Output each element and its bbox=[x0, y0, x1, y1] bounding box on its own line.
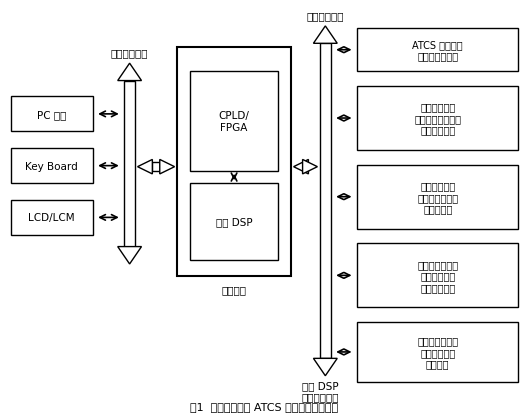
Bar bbox=[152, 163, 160, 172]
Polygon shape bbox=[117, 64, 142, 81]
Text: 传感器智能调
理、采集／计数及
实时处理模块: 传感器智能调 理、采集／计数及 实时处理模块 bbox=[414, 102, 461, 135]
Text: ATCS 自检模块
（继电器阵列）: ATCS 自检模块 （继电器阵列） bbox=[413, 40, 463, 62]
Bar bbox=[190, 184, 278, 260]
Polygon shape bbox=[117, 247, 142, 264]
Polygon shape bbox=[303, 160, 317, 174]
Polygon shape bbox=[138, 160, 152, 174]
Bar bbox=[303, 163, 308, 172]
Polygon shape bbox=[313, 358, 338, 376]
Bar bbox=[124, 81, 135, 247]
Text: 运动控制模块
（开放性多轴运
运控制器）: 运动控制模块 （开放性多轴运 运控制器） bbox=[417, 180, 458, 214]
Text: 压电陶瓷作动器
精密驱动模块
（驱动电源）: 压电陶瓷作动器 精密驱动模块 （驱动电源） bbox=[417, 259, 458, 292]
Bar bbox=[357, 322, 518, 382]
Text: 内部通讯接口: 内部通讯接口 bbox=[307, 11, 344, 21]
Bar bbox=[320, 44, 331, 358]
Bar bbox=[357, 29, 518, 72]
Text: Key Board: Key Board bbox=[25, 161, 78, 171]
Text: 主控 DSP: 主控 DSP bbox=[216, 217, 252, 227]
Bar bbox=[11, 97, 93, 132]
Bar bbox=[11, 200, 93, 235]
Text: 主控 DSP
并行总线接口: 主控 DSP 并行总线接口 bbox=[302, 380, 339, 401]
Polygon shape bbox=[160, 160, 175, 174]
Text: 人相交互接口: 人相交互接口 bbox=[111, 48, 148, 58]
Polygon shape bbox=[294, 160, 308, 174]
Bar bbox=[190, 72, 278, 171]
Text: 主控模块: 主控模块 bbox=[222, 285, 247, 295]
Text: CPLD/
FPGA: CPLD/ FPGA bbox=[218, 111, 250, 133]
Text: PC 接口: PC 接口 bbox=[37, 109, 66, 120]
Polygon shape bbox=[313, 27, 338, 44]
Bar bbox=[357, 87, 518, 151]
Text: 图1  开放性模块化 ATCS 一体化设计总框图: 图1 开放性模块化 ATCS 一体化设计总框图 bbox=[190, 401, 339, 411]
Bar bbox=[11, 149, 93, 184]
Bar bbox=[357, 165, 518, 229]
Bar bbox=[357, 244, 518, 308]
Bar bbox=[177, 47, 291, 277]
Text: 测试数据实时分
析及控制算法
产生模块: 测试数据实时分 析及控制算法 产生模块 bbox=[417, 335, 458, 369]
Text: LCD/LCM: LCD/LCM bbox=[28, 213, 75, 223]
